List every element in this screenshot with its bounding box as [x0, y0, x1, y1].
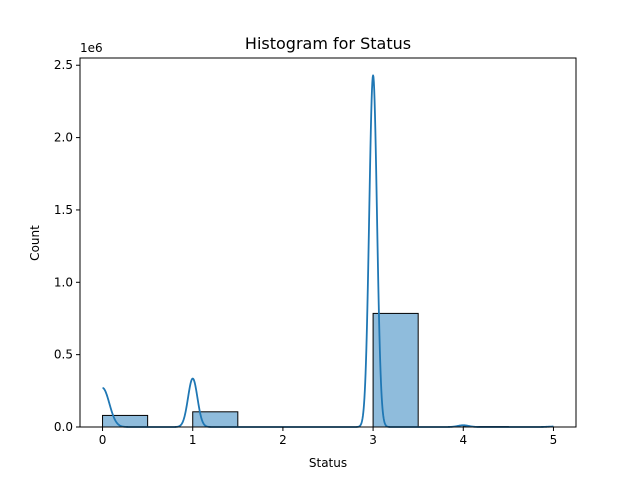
plot-frame: [80, 58, 576, 427]
kde-line: [103, 75, 554, 427]
y-tick-label-4: 2.0: [54, 131, 73, 145]
y-offset-label: 1e6: [80, 41, 103, 55]
y-tick-label-2: 1.0: [54, 275, 73, 289]
y-tick-label-1: 0.5: [54, 348, 73, 362]
x-tick-label-1: 1: [189, 433, 197, 447]
bars-layer: [103, 313, 554, 427]
x-tick-label-3: 3: [369, 433, 377, 447]
x-tick-label-0: 0: [99, 433, 107, 447]
x-tick-label-2: 2: [279, 433, 287, 447]
axes-layer: 0 1 2 3 4 5 0.0 0.5 1.0 1.5 2.0 2.5: [54, 58, 576, 447]
y-axis-label: Count: [28, 225, 42, 261]
kde-layer: [103, 75, 554, 427]
y-tick-label-3: 1.5: [54, 203, 73, 217]
y-tick-label-5: 2.5: [54, 58, 73, 72]
chart-title: Histogram for Status: [245, 34, 411, 53]
x-tick-label-4: 4: [459, 433, 467, 447]
y-tick-label-0: 0.0: [54, 420, 73, 434]
x-tick-label-5: 5: [550, 433, 558, 447]
x-axis-label: Status: [309, 456, 347, 470]
histogram-bar-0: [103, 415, 148, 427]
